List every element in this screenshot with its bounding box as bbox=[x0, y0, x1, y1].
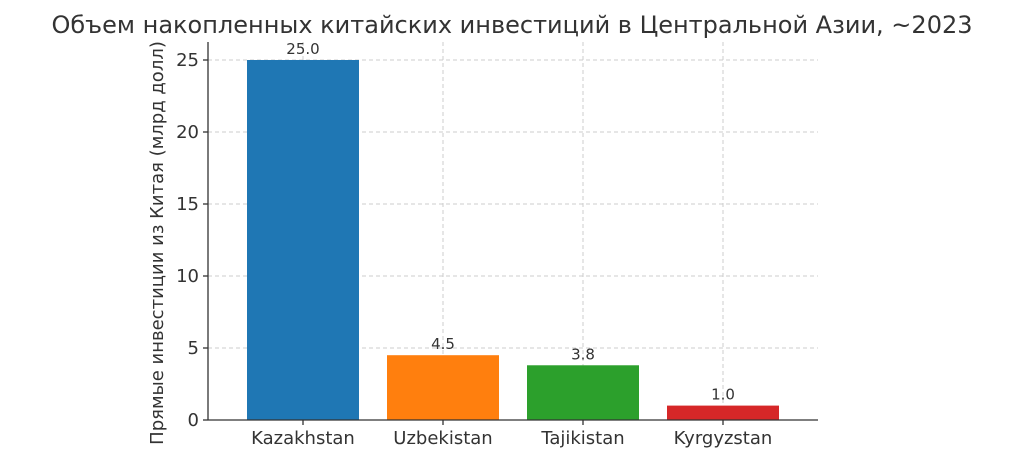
data-label: 25.0 bbox=[286, 40, 319, 58]
x-tick-label: Kyrgyzstan bbox=[674, 428, 773, 449]
y-axis-label: Прямые инвестиции из Китая (млрд долл) bbox=[147, 41, 168, 445]
y-tick-label: 0 bbox=[188, 410, 199, 431]
y-tick-label: 5 bbox=[188, 338, 199, 359]
x-tick-label: Uzbekistan bbox=[393, 428, 492, 449]
chart-title: Объем накопленных китайских инвестиций в… bbox=[51, 11, 972, 39]
bar-tajikistan bbox=[527, 365, 639, 420]
y-tick-label: 15 bbox=[176, 194, 199, 215]
tick-labels: 0 5 10 15 20 25 25.0 Kazakhstan 4.5 Uzbekistan 3.8… bbox=[176, 40, 772, 449]
x-tick-label: Kazakhstan bbox=[251, 428, 355, 449]
y-tick-label: 20 bbox=[176, 122, 199, 143]
bars bbox=[247, 60, 779, 420]
data-label: 3.8 bbox=[571, 345, 595, 363]
bar-kazakhstan bbox=[247, 60, 359, 420]
data-label: 1.0 bbox=[711, 386, 735, 404]
bar-kyrgyzstan bbox=[667, 405, 779, 420]
bar-uzbekistan bbox=[387, 355, 499, 420]
axes bbox=[203, 42, 818, 425]
x-tick-label: Tajikistan bbox=[540, 428, 624, 449]
data-label: 4.5 bbox=[431, 335, 455, 353]
y-tick-label: 25 bbox=[176, 50, 199, 71]
y-tick-label: 10 bbox=[176, 266, 199, 287]
